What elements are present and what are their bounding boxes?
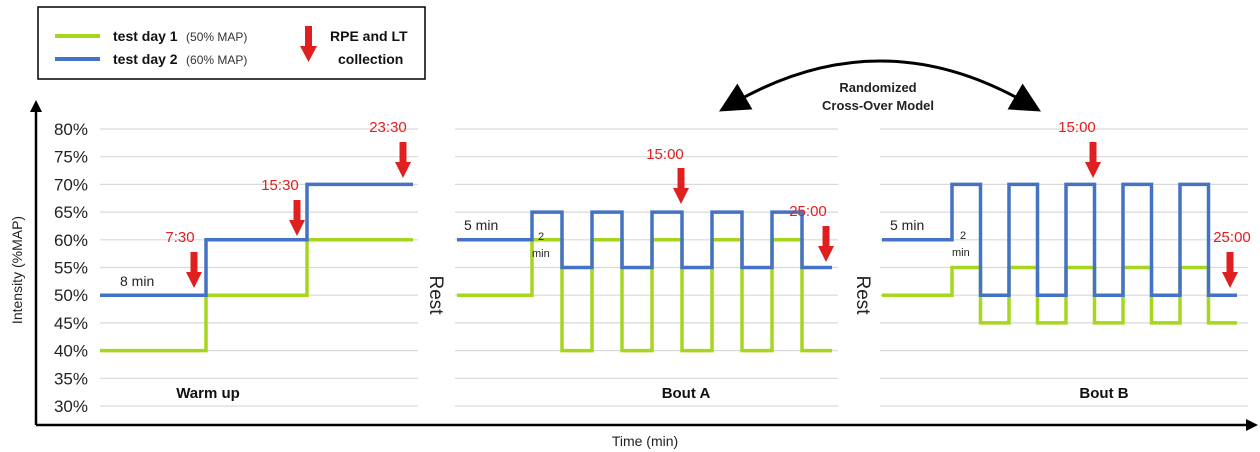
legend-marker-label-1: RPE and LT [330,28,408,44]
time-label-23-30: 23:30 [369,119,407,136]
series-line-bout-a [457,238,832,353]
y-tick-label: 75% [54,148,88,167]
legend-note-day1: (50% MAP) [186,30,247,44]
y-tick-label: 40% [54,342,88,361]
panel-title-warmup: Warm up [176,385,240,402]
collection-arrow-icon [1085,142,1101,178]
time-label-bout-a-25-00: 25:00 [789,203,827,220]
crossover-double-arrow [719,59,1041,112]
legend-box [37,6,426,80]
rest-label-1: Rest [425,275,446,315]
y-tick-label: 55% [54,259,88,278]
duration-label-bout-a: 5 min [464,217,498,233]
rest-label-2: Rest [852,275,873,315]
collection-arrow-icon [818,226,834,262]
collection-arrow-icon [673,168,689,204]
collection-arrow-icon [289,200,305,236]
time-label-bout-a-15-00: 15:00 [646,146,684,163]
y-tick-labels: 80% 75% 70% 65% 60% 55% 50% 45% 40% 35% 30% [54,120,88,416]
legend-note-day2: (60% MAP) [186,53,247,67]
duration-label-bout-b: 5 min [890,217,924,233]
y-tick-label: 65% [54,203,88,222]
time-label-bout-b-15-00: 15:00 [1058,119,1096,136]
duration-label-bout-b-2: 2 [960,230,966,242]
series-line-bout-a [457,210,832,270]
legend-label-day1: test day 1 [113,28,178,44]
y-tick-label: 70% [54,175,88,194]
x-axis-arrow [1246,419,1258,431]
y-tick-label: 45% [54,314,88,333]
series-line-bout-b [882,182,1237,297]
legend-marker-label-2: collection [338,51,403,67]
legend-marker-arrow-icon [300,26,317,62]
series-lines [100,182,1237,353]
duration-label-bout-b-min: min [952,247,970,259]
series-line-warmup [100,238,413,353]
crossover-label-line2: Cross-Over Model [822,98,934,113]
time-label-7-30: 7:30 [165,229,194,246]
collection-arrows [186,142,1238,288]
x-axis-title: Time (min) [612,433,678,449]
collection-arrow-icon [186,252,202,288]
time-label-bout-b-25-00: 25:00 [1213,229,1251,246]
duration-label-bout-a-2: 2 [538,231,544,243]
y-tick-label: 30% [54,397,88,416]
y-tick-label: 80% [54,120,88,139]
legend-entry-day2: test day 2 (60% MAP) [113,51,247,68]
y-tick-label: 50% [54,286,88,305]
crossover-label-line1: Randomized [839,80,916,95]
collection-arrow-icon [395,142,411,178]
y-tick-label: 35% [54,369,88,388]
y-tick-label: 60% [54,231,88,250]
panel-title-bout-b: Bout B [1079,385,1128,402]
y-axis-arrow [30,100,42,112]
legend-label-day2: test day 2 [113,51,178,67]
legend: test day 1 (50% MAP) test day 2 (60% MAP… [37,6,426,80]
time-label-15-30: 15:30 [261,177,299,194]
series-line-warmup [100,182,413,297]
y-axis-title: Intensity (%MAP) [9,216,25,324]
panel-title-bout-a: Bout A [662,385,711,402]
duration-label-warmup: 8 min [120,273,154,289]
legend-entry-day1: test day 1 (50% MAP) [113,28,247,45]
collection-arrow-icon [1222,252,1238,288]
duration-label-bout-a-min: min [532,248,550,260]
